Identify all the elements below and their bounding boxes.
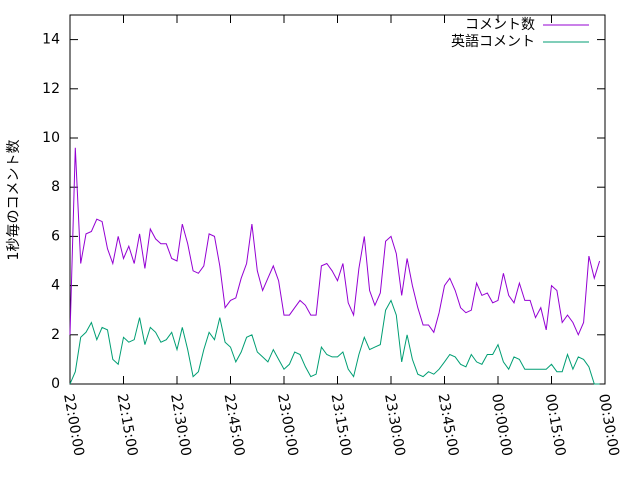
- y-axis-label: 1秒毎のコメント数: [6, 140, 22, 261]
- x-tick-label: 23:00:00: [274, 393, 301, 458]
- x-tick-label: 23:45:00: [435, 393, 462, 458]
- series-line: [69, 147, 601, 337]
- legend-label: コメント数: [465, 17, 535, 33]
- x-tick-label: 00:00:00: [488, 393, 515, 458]
- x-tick-label: 00:30:00: [595, 393, 622, 458]
- x-tick-label: 00:15:00: [542, 393, 569, 458]
- legend-label: 英語コメント: [451, 33, 535, 50]
- y-tick-label: 14: [42, 32, 60, 48]
- y-tick-label: 10: [42, 130, 60, 146]
- y-tick-label: 4: [51, 278, 60, 294]
- x-tick-label: 23:15:00: [328, 393, 355, 458]
- y-tick-label: 8: [51, 179, 60, 195]
- y-tick-label: 2: [51, 327, 60, 343]
- x-tick-label: 23:30:00: [381, 393, 408, 458]
- y-tick-label: 12: [42, 81, 60, 97]
- series-line: [69, 299, 600, 385]
- y-tick-label: 6: [51, 228, 60, 244]
- y-tick-label: 0: [51, 376, 60, 392]
- x-tick-label: 22:30:00: [167, 393, 194, 458]
- x-tick-label: 22:45:00: [221, 393, 248, 458]
- x-tick-label: 22:00:00: [60, 393, 87, 458]
- x-tick-label: 22:15:00: [114, 393, 141, 458]
